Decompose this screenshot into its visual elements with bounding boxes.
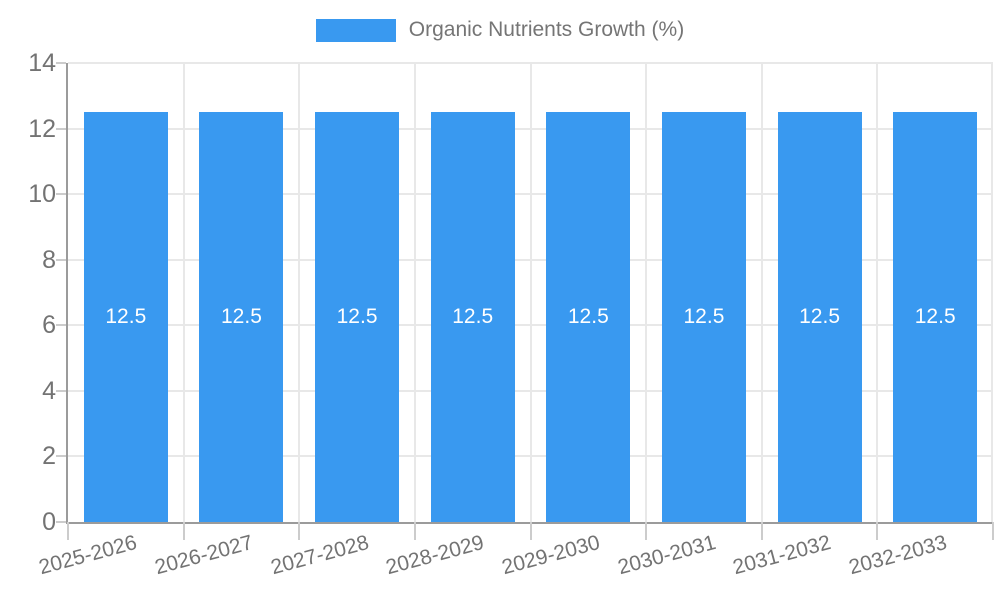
x-tick-label: 2027-2028 [268,531,372,580]
bar-value-label: 12.5 [799,305,840,329]
bar-value-label: 12.5 [567,305,609,329]
legend-label: Organic Nutrients Growth (%) [408,18,685,41]
x-gridline [413,63,416,522]
bar-2026-2027 [199,112,284,522]
y-axis-tick [56,258,66,261]
x-tick-label: 2026-2027 [152,531,256,580]
y-tick-label: 0 [42,508,56,536]
x-tick-label: 2030-2031 [614,531,718,580]
x-gridline [529,63,532,522]
x-tick-label: 2025-2026 [36,531,140,580]
y-axis-tick [56,389,66,392]
bar-value-label: 12.5 [452,305,494,329]
legend-item[interactable]: Organic Nutrients Growth (%) [315,18,685,42]
y-tick-label: 2 [42,442,56,471]
y-tick-label: 6 [42,311,56,340]
x-axis-tick [413,522,416,540]
y-axis-tick [56,324,66,327]
bar-2025-2026 [83,112,168,522]
x-gridline [760,63,763,522]
x-axis-tick [992,522,994,540]
x-axis-tick [529,522,532,540]
bar-2028-2029 [430,112,515,522]
x-tick-label: 2029-2030 [499,531,603,580]
x-gridline [991,63,993,522]
bar-value-label: 12.5 [914,305,956,329]
chart-legend: Organic Nutrients Growth (%) [0,18,1000,42]
y-tick-label: 8 [42,245,56,274]
x-tick-label: 2032-2033 [846,531,950,580]
x-axis-tick [876,522,879,540]
x-axis-tick [182,522,185,540]
bar-value-label: 12.5 [105,305,147,329]
legend-color-swatch [315,18,396,42]
y-tick-label: 12 [28,114,56,143]
y-axis-tick [56,62,66,64]
y-axis-line [66,63,68,524]
bar-2027-2028 [315,112,400,522]
x-axis-tick [645,522,648,540]
bar-2029-2030 [546,112,631,522]
x-gridline [182,63,185,522]
x-axis-tick [760,522,763,540]
x-gridline [876,63,879,522]
x-tick-label: 2031-2032 [730,531,834,580]
bar-2031-2032 [777,112,862,522]
y-axis-tick [56,521,66,523]
y-axis-tick [56,455,66,458]
y-tick-label: 14 [28,49,56,77]
x-axis-tick [67,522,69,540]
x-gridline [645,63,648,522]
bar-value-label: 12.5 [336,305,378,329]
plot-area: 12.5 12.5 12.5 12.5 12.5 12.5 12.5 12.5 [66,62,993,524]
x-gridline [298,63,301,522]
bar-2030-2031 [661,112,746,522]
x-axis-tick [298,522,301,540]
y-tick-label: 4 [42,376,56,405]
y-axis-tick [56,127,66,130]
bar-2032-2033 [893,112,978,522]
y-axis-tick [56,193,66,196]
y-tick-label: 10 [28,180,56,209]
bar-value-label: 12.5 [683,305,725,329]
bar-value-label: 12.5 [221,305,262,329]
x-tick-label: 2028-2029 [383,531,487,580]
